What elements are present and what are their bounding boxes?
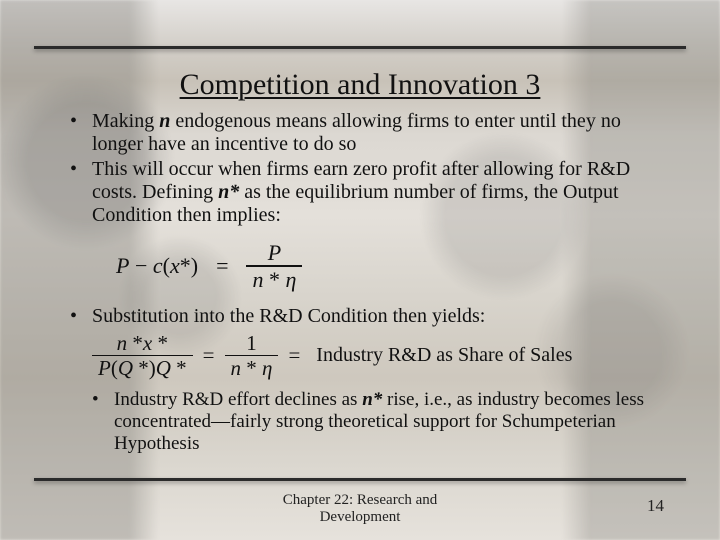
footer: Chapter 22: Research and Development bbox=[0, 492, 720, 527]
bullet-4: Industry R&D effort declines as n* rise,… bbox=[92, 389, 670, 455]
bullet-1-run-2: endogenous means allowing firms to enter… bbox=[92, 110, 621, 155]
bullet-1: Making n endogenous means allowing firms… bbox=[70, 110, 670, 156]
eq1-lhs: P − c(x*) bbox=[116, 253, 198, 278]
eq1-P: P bbox=[116, 253, 129, 278]
eq2-ld-s: * bbox=[138, 356, 149, 380]
footer-center: Chapter 22: Research and Development bbox=[283, 492, 438, 527]
page-number: 14 bbox=[647, 496, 664, 516]
eq2-lfrac: n *x * P(Q *)Q * bbox=[92, 332, 193, 380]
eq1-rden-star: * bbox=[269, 267, 280, 292]
eq1-c: c bbox=[153, 253, 163, 278]
eq1-rden: n * η bbox=[246, 268, 302, 291]
eq1-po: ( bbox=[163, 253, 170, 278]
eq2-label: Industry R&D as Share of Sales bbox=[316, 344, 572, 367]
eq2-ld-Q: Q bbox=[118, 356, 133, 380]
equation-1: P − c(x*) = P n * η bbox=[116, 241, 670, 291]
eq2-rd-eta: η bbox=[262, 356, 272, 380]
eq2-ld-pc: ) bbox=[149, 356, 156, 380]
eq1-star: * bbox=[180, 253, 191, 278]
page-title: Competition and Innovation 3 bbox=[0, 68, 720, 102]
eq1-minus: − bbox=[135, 253, 147, 278]
bullet-1-run-1: n bbox=[159, 110, 170, 132]
eq1-x: x bbox=[170, 253, 180, 278]
eq2-ln-s1: * bbox=[132, 331, 143, 355]
eq2-ln-s2: * bbox=[158, 331, 169, 355]
content-area: Making n endogenous means allowing firms… bbox=[70, 110, 670, 455]
bullet-3-text: Substitution into the R&D Condition then… bbox=[92, 305, 485, 327]
eq2-ln-n: n bbox=[117, 331, 128, 355]
rule-top bbox=[34, 46, 686, 49]
eq1-rden-n: n bbox=[252, 267, 263, 292]
bullet-2: This will occur when firms earn zero pro… bbox=[70, 158, 670, 227]
bullet-1-run-0: Making bbox=[92, 110, 159, 132]
eq2-ld-P: P bbox=[98, 356, 111, 380]
eq1-rhs-frac: P n * η bbox=[246, 241, 302, 291]
eq2-ld-s2: * bbox=[176, 356, 187, 380]
rule-bottom bbox=[34, 478, 686, 481]
eq1-pc: ) bbox=[191, 253, 198, 278]
eq2-lden: P(Q *)Q * bbox=[92, 357, 193, 379]
eq2-ln-x: x bbox=[143, 331, 152, 355]
slide: Competition and Innovation 3 Making n en… bbox=[0, 0, 720, 540]
eq2-equals: = bbox=[203, 343, 215, 367]
eq2-rd-s: * bbox=[246, 356, 257, 380]
eq2-ld-po: ( bbox=[111, 356, 118, 380]
bullet-list-3: Industry R&D effort declines as n* rise,… bbox=[70, 389, 670, 455]
bullet-list-2: Substitution into the R&D Condition then… bbox=[70, 305, 670, 328]
bullet-2-run-1: n* bbox=[218, 181, 239, 203]
bullet-4-run-0: Industry R&D effort declines as bbox=[114, 389, 362, 410]
equation-2: n *x * P(Q *)Q * = 1 n * η = Industry R&… bbox=[92, 332, 670, 380]
eq2-ld-Q2: Q bbox=[156, 356, 171, 380]
eq2-lnum: n *x * bbox=[111, 332, 174, 354]
eq1-rnum: P bbox=[262, 241, 287, 264]
bullet-list: Making n endogenous means allowing firms… bbox=[70, 110, 670, 227]
eq2-trail-eq: = bbox=[288, 343, 300, 367]
eq2-rden: n * η bbox=[225, 357, 279, 379]
footer-line-2: Development bbox=[283, 509, 438, 526]
bullet-4-run-1: n* bbox=[362, 389, 382, 410]
eq2-rnum: 1 bbox=[240, 332, 263, 354]
bullet-3: Substitution into the R&D Condition then… bbox=[70, 305, 670, 328]
eq2-rfrac: 1 n * η bbox=[225, 332, 279, 380]
eq1-equals: = bbox=[216, 253, 228, 278]
title-text: Competition and Innovation 3 bbox=[180, 68, 541, 101]
eq2-rd-n: n bbox=[231, 356, 242, 380]
footer-line-1: Chapter 22: Research and bbox=[283, 492, 438, 509]
eq1-rden-eta: η bbox=[285, 267, 296, 292]
